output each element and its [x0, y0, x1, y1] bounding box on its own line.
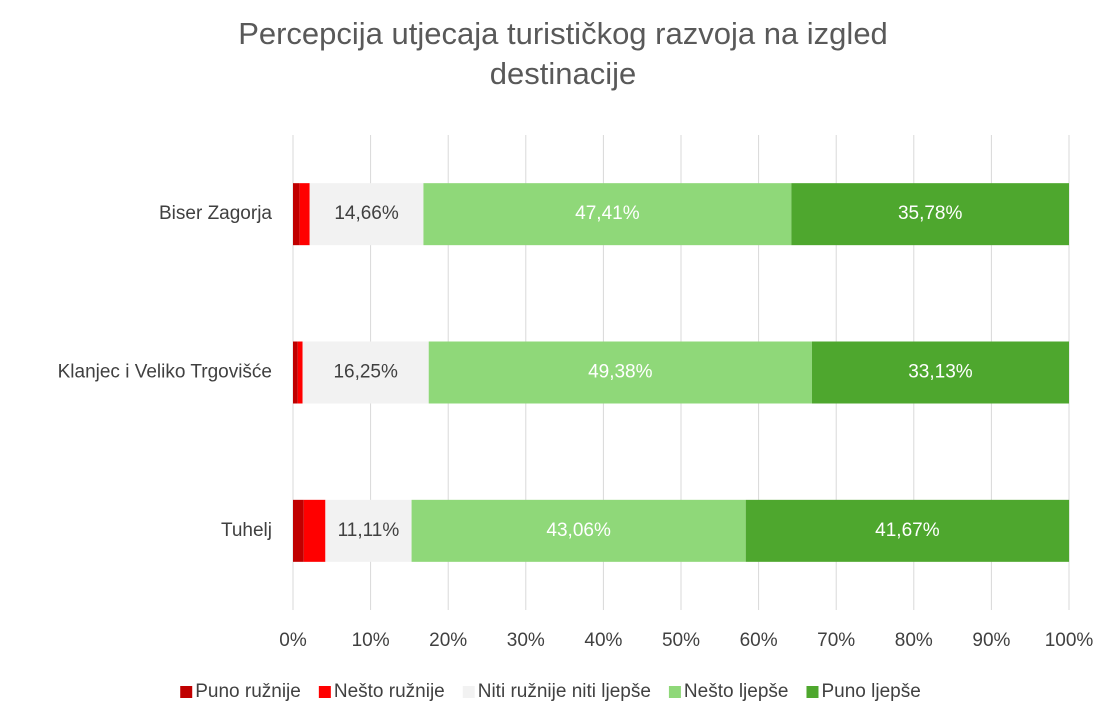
bar-segment	[293, 341, 298, 404]
bar-segment	[325, 499, 412, 562]
x-tick-label: 30%	[507, 630, 545, 651]
x-tick-label: 0%	[279, 630, 307, 651]
data-label: 47,41%	[575, 203, 640, 224]
y-tick-label: Biser Zagorja	[159, 203, 272, 224]
bar-segment	[791, 183, 1069, 246]
bar-segment	[411, 499, 746, 562]
legend-label: Nešto ružnije	[334, 681, 445, 702]
x-tick-label: 40%	[584, 630, 622, 651]
data-label: 35,78%	[898, 203, 963, 224]
x-tick-label: 80%	[895, 630, 933, 651]
chart-title: Percepcija utjecaja turističkog razvoja …	[238, 16, 888, 91]
bar-segment	[299, 183, 310, 246]
y-tick-label: Klanjec i Veliko Trgovišće	[58, 362, 272, 383]
data-label: 14,66%	[334, 203, 399, 224]
x-tick-label: 70%	[817, 630, 855, 651]
legend-swatch	[668, 686, 681, 698]
data-label: 43,06%	[546, 520, 611, 541]
x-tick-label: 100%	[1045, 630, 1094, 651]
legend: Puno ružnije Nešto ružnije Niti ružnije ni…	[180, 681, 921, 702]
bar-segment	[811, 341, 1069, 404]
bar-segment	[309, 183, 424, 246]
x-tick-label: 20%	[429, 630, 467, 651]
legend-swatch	[462, 686, 475, 698]
bar-segment	[745, 499, 1070, 562]
y-tick-label: Tuhelj	[221, 520, 272, 541]
x-tick-label: 60%	[740, 630, 778, 651]
legend-label: Puno ružnije	[195, 681, 301, 702]
legend-label: Nešto ljepše	[684, 681, 789, 702]
x-tick-label: 10%	[352, 630, 390, 651]
bar-segment	[297, 341, 303, 404]
x-tick-label: 50%	[662, 630, 700, 651]
data-label: 16,25%	[333, 362, 398, 383]
bar-segment	[428, 341, 812, 404]
legend-label: Puno ljepše	[821, 681, 920, 702]
bar-segment	[293, 499, 304, 562]
x-tick-label: 90%	[972, 630, 1010, 651]
bar-segment	[302, 341, 429, 404]
bar-segment	[293, 183, 300, 246]
legend-swatch	[806, 686, 819, 698]
legend-swatch	[318, 686, 331, 698]
data-label: 49,38%	[588, 362, 653, 383]
bar-segment	[423, 183, 792, 246]
data-label: 41,67%	[875, 520, 940, 541]
legend-swatch	[180, 686, 193, 698]
data-label: 33,13%	[908, 362, 973, 383]
bar-segment	[303, 499, 326, 562]
legend-label: Niti ružnije niti ljepše	[478, 681, 651, 702]
data-label: 11,11%	[338, 520, 400, 541]
